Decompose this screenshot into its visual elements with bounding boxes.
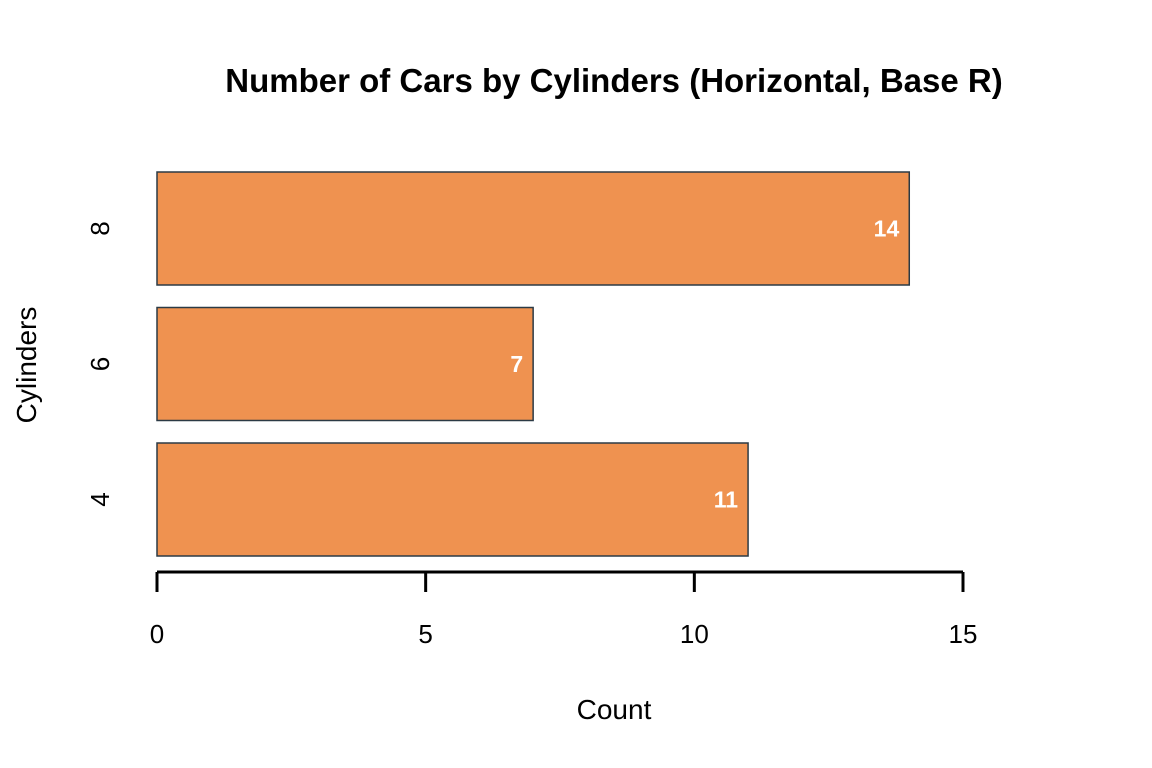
data-label-4: 11 — [714, 487, 739, 513]
y-tick-label-8: 8 — [85, 221, 115, 235]
data-label-6: 7 — [510, 351, 523, 377]
x-axis: 0 5 10 15 — [150, 570, 978, 649]
bars-group: 11 7 14 — [156, 171, 911, 557]
y-axis-label: Cylinders — [11, 307, 42, 424]
y-axis-ticks: 4 6 8 — [85, 221, 115, 506]
x-tick-label-10: 10 — [680, 619, 709, 649]
bar-4 — [156, 442, 749, 557]
data-label-8: 14 — [874, 216, 900, 242]
x-axis-label: Count — [577, 694, 652, 725]
x-tick-label-0: 0 — [150, 619, 164, 649]
x-tick-label-15: 15 — [949, 619, 978, 649]
bar-6 — [156, 306, 534, 422]
y-tick-label-4: 4 — [85, 492, 115, 506]
bar-8 — [156, 171, 911, 286]
chart-title: Number of Cars by Cylinders (Horizontal,… — [225, 62, 1002, 99]
y-tick-label-6: 6 — [85, 357, 115, 371]
x-tick-label-5: 5 — [418, 619, 432, 649]
